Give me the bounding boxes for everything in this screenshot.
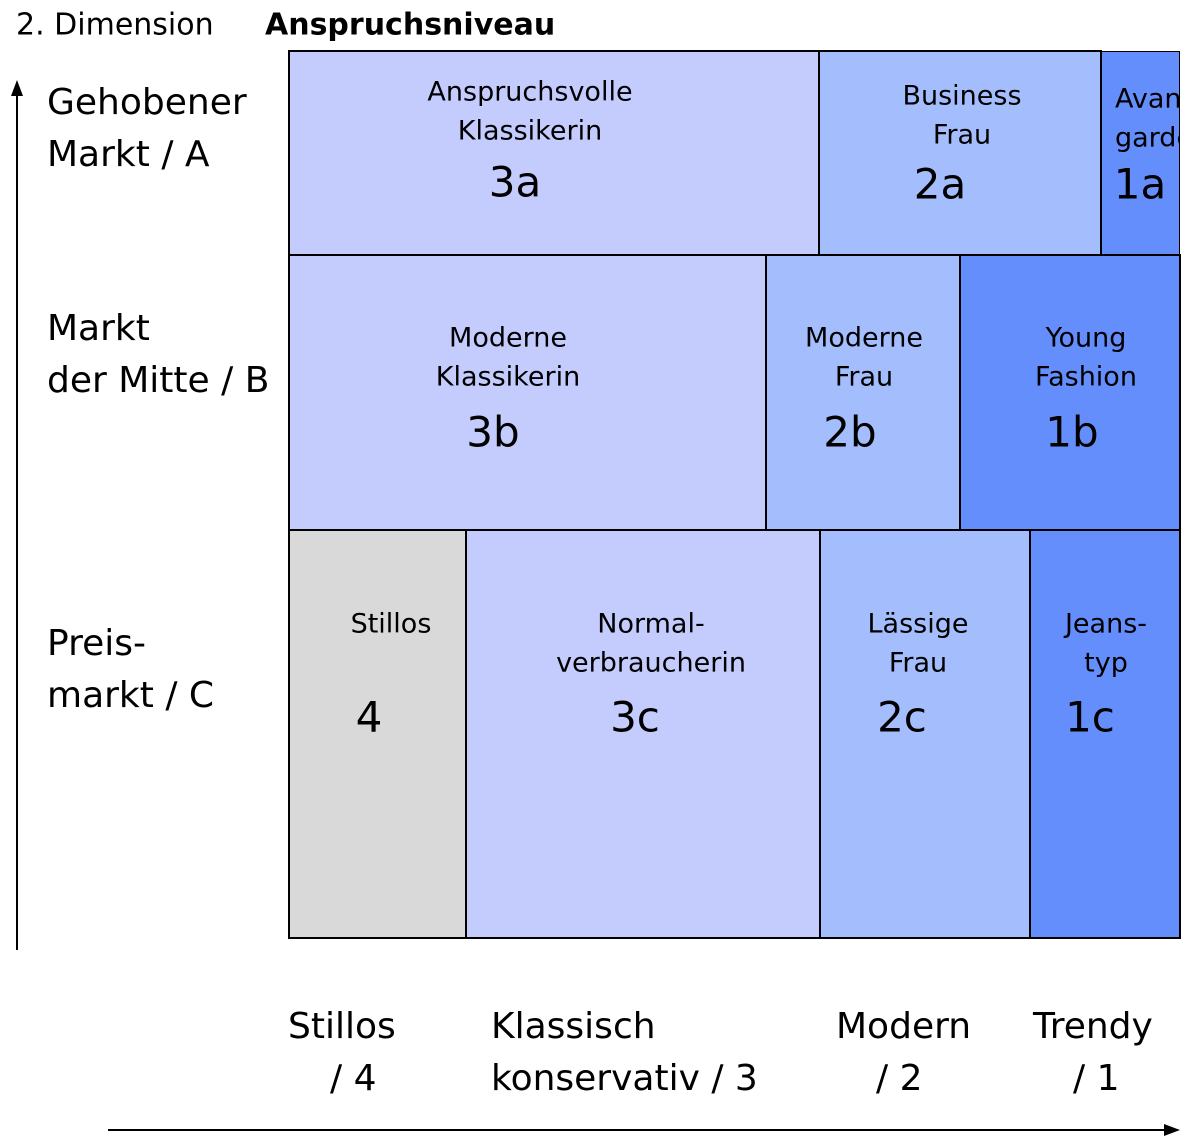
cell-name: Fashion bbox=[1035, 362, 1137, 393]
cell-name: Frau bbox=[933, 120, 991, 151]
cell-code: 3c bbox=[610, 693, 660, 742]
x-axis-label: / 4 bbox=[330, 1058, 376, 1099]
y-axis-label: markt / C bbox=[47, 675, 214, 716]
cell: Anspruchsvolle Klassikerin 3a bbox=[288, 50, 820, 256]
cell-name: typ bbox=[1084, 648, 1128, 679]
y-axis-label: Gehobener bbox=[47, 82, 247, 123]
y-axis-label: der Mitte / B bbox=[47, 360, 269, 401]
cells: Anspruchsvolle Klassikerin 3a Business Frau 2… bbox=[288, 50, 1186, 939]
x-axis-label: / 2 bbox=[876, 1058, 922, 1099]
x-axis-label: / 1 bbox=[1073, 1058, 1119, 1099]
cell-box bbox=[288, 254, 767, 531]
cell: Business Frau 2a bbox=[818, 50, 1102, 256]
cell-name: Lässige bbox=[868, 609, 969, 640]
cell: Stillos 4 bbox=[288, 529, 467, 939]
cell-name: garde bbox=[1115, 123, 1186, 154]
y-axis-label: Preis- bbox=[47, 623, 146, 664]
cell-code: 3a bbox=[489, 158, 541, 207]
x-axis-label: Stillos bbox=[288, 1006, 396, 1047]
cell-code: 1b bbox=[1045, 408, 1098, 457]
cell: Avant garde 1a bbox=[1101, 51, 1186, 255]
cell-name: Jeans- bbox=[1063, 609, 1147, 640]
cell: Normal-verbraucherin 3c bbox=[465, 529, 821, 939]
cell-name: Moderne bbox=[805, 323, 923, 354]
x-axis-label: Modern bbox=[836, 1006, 971, 1047]
axis-labels: Gehobener Markt / A Markt der Mitte / B Prei… bbox=[47, 82, 1153, 1099]
y-axis-label: Markt bbox=[47, 308, 150, 349]
cell-box bbox=[288, 529, 467, 939]
y-axis-label: Markt / A bbox=[47, 134, 210, 175]
x-arrowhead bbox=[1164, 1124, 1180, 1136]
cell-code: 2b bbox=[823, 408, 876, 457]
cell-code: 1c bbox=[1065, 693, 1115, 742]
title: Anspruchsniveau bbox=[265, 8, 555, 43]
cell: Moderne Klassikerin 3b bbox=[288, 254, 767, 531]
y-arrowhead bbox=[11, 80, 23, 96]
cell-name: Stillos bbox=[351, 609, 432, 640]
cell-name: Klassikerin bbox=[458, 116, 602, 147]
cell-code: 1a bbox=[1114, 160, 1166, 209]
cell-box bbox=[1101, 51, 1180, 255]
x-axis-label: konservativ / 3 bbox=[491, 1058, 758, 1099]
cell-name: Frau bbox=[889, 648, 947, 679]
cell-box bbox=[819, 529, 1031, 939]
cell-code: 4 bbox=[356, 693, 383, 742]
cell: Jeans-typ 1c bbox=[1029, 529, 1181, 939]
cell-name: Normal- bbox=[597, 609, 704, 640]
title-prefix: 2. Dimension bbox=[16, 8, 214, 43]
cell-box bbox=[818, 50, 1102, 256]
cell-name: Avant bbox=[1115, 84, 1186, 115]
cell-box bbox=[959, 254, 1181, 531]
cell-box bbox=[288, 50, 820, 256]
cell-name: Anspruchsvolle bbox=[427, 77, 632, 108]
cell-name: Business bbox=[902, 81, 1021, 112]
x-axis-label: Klassisch bbox=[491, 1006, 656, 1047]
cell-name: Frau bbox=[835, 362, 893, 393]
cell-name: Young bbox=[1045, 323, 1127, 354]
cell-box bbox=[1029, 529, 1181, 939]
cell: Lässige Frau 2c bbox=[819, 529, 1031, 939]
x-axis-label: Trendy bbox=[1032, 1006, 1153, 1047]
cell-name: Klassikerin bbox=[436, 362, 580, 393]
cell: Moderne Frau 2b bbox=[765, 254, 961, 531]
cell-name: Moderne bbox=[449, 323, 567, 354]
cell-box bbox=[765, 254, 961, 531]
cell-name: verbraucherin bbox=[556, 648, 746, 679]
cell-code: 2c bbox=[877, 693, 927, 742]
cell-code: 3b bbox=[466, 408, 519, 457]
cell: Young Fashion 1b bbox=[959, 254, 1181, 531]
cell-box bbox=[465, 529, 821, 939]
cell-code: 2a bbox=[914, 160, 966, 209]
